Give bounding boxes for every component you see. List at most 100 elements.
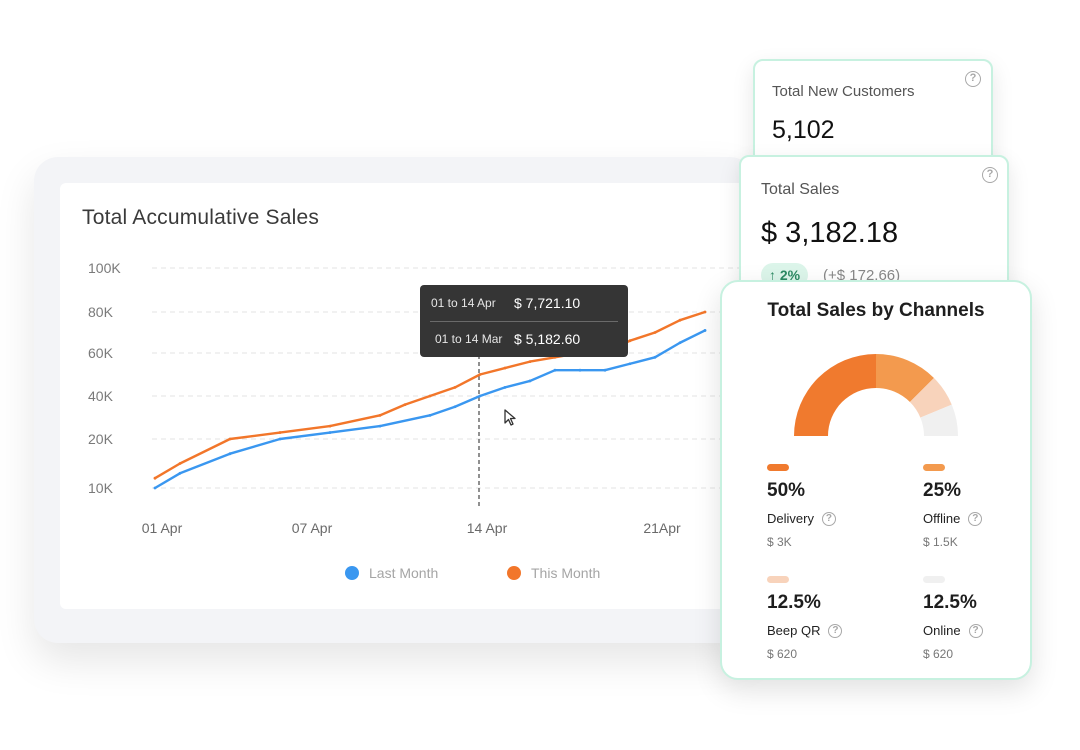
data-point-last-month — [228, 452, 232, 456]
x-tick-label: 01 Apr — [142, 520, 183, 536]
channel-amount: $ 1.5K — [923, 535, 958, 549]
kpi-value: $ 3,182.18 — [761, 217, 899, 249]
channel-percent: 25% — [923, 480, 962, 501]
data-point-last-month — [478, 394, 482, 398]
data-point-last-month — [278, 437, 282, 441]
channel-color-bar — [767, 464, 789, 471]
channel-name: Delivery — [767, 511, 814, 526]
data-point-this-month — [503, 366, 507, 370]
sales-by-channels-card: Total Sales by Channels 50% Delivery? $ … — [720, 280, 1032, 680]
tooltip-value: $ 7,721.10 — [514, 295, 581, 311]
channel-amount: $ 3K — [767, 535, 792, 549]
channel-amount: $ 620 — [767, 647, 798, 661]
channel-item-beep-qr: 12.5% Beep QR? $ 620 — [767, 576, 907, 661]
data-point-last-month — [653, 355, 657, 359]
data-point-last-month — [528, 379, 532, 383]
data-point-this-month — [278, 431, 282, 434]
help-icon[interactable]: ? — [828, 623, 843, 638]
data-point-last-month — [328, 431, 332, 434]
data-point-last-month — [603, 368, 607, 372]
data-point-this-month — [628, 339, 632, 343]
change-amount: (+$ 172.66) — [823, 267, 901, 284]
channel-item-delivery: 50% Delivery? $ 3K — [767, 464, 907, 549]
channel-percent: 12.5% — [923, 592, 977, 613]
chart-tooltip: 01 to 14 Apr $ 7,721.10 01 to 14 Mar $ 5… — [420, 285, 628, 357]
data-point-last-month — [378, 424, 382, 428]
data-point-this-month — [378, 413, 382, 417]
channel-percent: 12.5% — [767, 592, 821, 613]
help-icon[interactable]: ? — [968, 623, 983, 638]
data-point-last-month — [428, 413, 432, 417]
data-point-last-month — [153, 486, 157, 490]
channel-item-offline: 25% Offline? $ 1.5K — [923, 464, 1063, 549]
channel-name: Online — [923, 623, 961, 638]
help-icon[interactable]: ? — [821, 511, 836, 526]
legend-label-this-month: This Month — [531, 565, 601, 581]
channel-item-online: 12.5% Online? $ 620 — [923, 576, 1063, 661]
data-point-this-month — [328, 424, 332, 428]
x-tick-label: 21Apr — [643, 520, 681, 536]
donut-segment-delivery[interactable] — [794, 354, 876, 436]
series-line-last-month — [153, 329, 707, 490]
x-tick-label: 07 Apr — [292, 520, 333, 536]
data-point-last-month — [578, 368, 582, 372]
legend-item-last-month[interactable]: Last Month — [345, 565, 438, 581]
tooltip-label: 01 to 14 Apr — [431, 296, 496, 310]
help-icon[interactable]: ? — [965, 71, 981, 87]
channel-amount: $ 620 — [923, 647, 954, 661]
help-icon[interactable]: ? — [968, 511, 983, 526]
data-point-this-month — [528, 360, 532, 363]
channel-percent: 50% — [767, 480, 806, 501]
donut-segment-beep-qr[interactable] — [909, 378, 952, 418]
y-tick-label: 80K — [88, 304, 114, 320]
y-tick-label: 20K — [88, 431, 114, 447]
data-point-this-month — [653, 331, 657, 334]
kpi-value: 5,102 — [772, 116, 835, 144]
data-point-last-month — [678, 341, 682, 345]
legend-marker-last-month — [345, 566, 359, 580]
y-tick-label: 10K — [88, 480, 114, 496]
data-point-last-month — [503, 386, 507, 389]
accumulative-sales-card — [60, 183, 760, 609]
data-point-this-month — [428, 394, 432, 398]
channel-color-bar — [923, 464, 945, 471]
legend-marker-this-month — [507, 566, 521, 580]
legend-label-last-month: Last Month — [369, 565, 439, 581]
data-point-this-month — [178, 462, 182, 465]
data-point-this-month — [703, 310, 707, 314]
data-point-last-month — [553, 368, 557, 372]
mouse-cursor-icon — [504, 409, 516, 426]
channel-name: Offline — [923, 511, 961, 526]
y-tick-label: 100K — [88, 260, 121, 276]
channels-title: Total Sales by Channels — [767, 300, 985, 321]
help-icon[interactable]: ? — [982, 167, 998, 183]
chart-title: Total Accumulative Sales — [82, 206, 320, 229]
data-point-this-month — [228, 437, 232, 441]
tooltip-divider — [430, 321, 618, 322]
channel-color-bar — [767, 576, 789, 583]
data-point-this-month — [478, 373, 482, 376]
data-point-last-month — [178, 471, 182, 475]
tooltip-value: $ 5,182.60 — [514, 331, 581, 347]
kpi-label: Total New Customers — [772, 83, 915, 100]
tooltip-row-last-month: 01 to 14 Mar $ 5,182.60 — [420, 321, 628, 357]
legend-item-this-month[interactable]: This Month — [507, 565, 600, 581]
total-sales-card: Total Sales $ 3,182.18 ? ↑ 2% (+$ 172.66… — [739, 155, 1009, 295]
data-point-this-month — [153, 476, 157, 480]
kpi-label: Total Sales — [761, 181, 840, 198]
y-tick-label: 40K — [88, 388, 114, 404]
channel-name: Beep QR — [767, 623, 821, 638]
y-tick-label: 60K — [88, 345, 114, 361]
x-tick-label: 14 Apr — [467, 520, 508, 536]
tooltip-row-this-month: 01 to 14 Apr $ 7,721.10 — [420, 285, 628, 321]
tooltip-label: 01 to 14 Mar — [435, 332, 503, 346]
data-point-this-month — [678, 318, 682, 322]
channel-color-bar — [923, 576, 945, 583]
data-point-last-month — [703, 329, 707, 332]
data-point-this-month — [403, 403, 407, 406]
channels-semi-donut — [794, 354, 958, 436]
data-point-last-month — [453, 405, 457, 409]
donut-segment-offline[interactable] — [876, 354, 934, 403]
donut-segment-online[interactable] — [920, 404, 958, 436]
